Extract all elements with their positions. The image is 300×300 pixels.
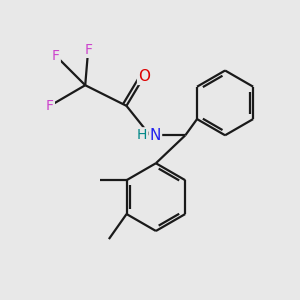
Text: O: O <box>138 69 150 84</box>
Text: H: H <box>136 128 147 142</box>
Text: N: N <box>150 128 161 143</box>
Text: F: F <box>46 99 54 113</box>
Text: F: F <box>52 49 60 63</box>
Text: F: F <box>84 43 92 57</box>
